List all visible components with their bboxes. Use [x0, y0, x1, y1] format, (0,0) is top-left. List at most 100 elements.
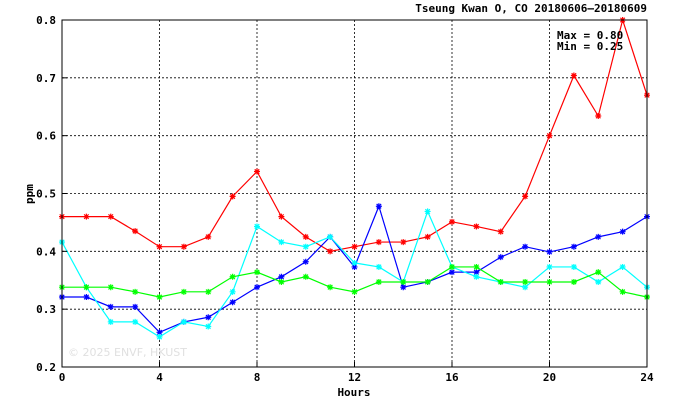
chart-title: Tseung Kwan O, CO 20180606–20180609: [415, 2, 647, 15]
data-point: [205, 288, 212, 295]
series-3: [59, 263, 650, 301]
data-point: [302, 258, 309, 265]
data-point: [156, 333, 163, 340]
data-point: [546, 278, 553, 285]
tick-labels: 0 4 8 12 16 20 24 0.2 0.3 0.4 0.5 0.6 0.7 0.8: [36, 14, 654, 384]
data-point: [570, 263, 577, 270]
data-point: [156, 294, 163, 301]
data-point: [522, 284, 529, 291]
data-point: [424, 208, 431, 215]
data-point: [107, 318, 114, 325]
data-point: [156, 243, 163, 250]
y-tick-label: 0.3: [36, 303, 56, 316]
data-point: [375, 263, 382, 270]
series-0: [59, 17, 650, 255]
x-tick-label: 12: [348, 371, 361, 384]
watermark: © 2025 ENVF, HKUST: [68, 346, 187, 359]
data-point: [595, 233, 602, 240]
y-tick-label: 0.8: [36, 14, 56, 27]
data-point: [449, 269, 455, 276]
series-1: [59, 203, 650, 336]
data-point: [132, 228, 139, 235]
data-point: [180, 243, 187, 250]
data-point: [546, 248, 553, 255]
data-point: [205, 323, 212, 330]
data-point: [619, 288, 626, 295]
data-point: [229, 193, 236, 200]
data-point: [132, 318, 139, 325]
data-point: [546, 132, 553, 139]
data-point: [449, 218, 455, 225]
data-point: [83, 294, 90, 301]
x-tick-label: 24: [640, 371, 654, 384]
data-point: [180, 318, 187, 325]
data-point: [254, 269, 260, 276]
data-point: [351, 263, 358, 270]
data-point: [180, 288, 187, 295]
data-point: [156, 329, 163, 336]
data-point: [132, 303, 139, 310]
data-point: [473, 269, 480, 276]
data-point: [449, 263, 455, 270]
data-point: [497, 278, 504, 285]
data-point: [107, 213, 114, 220]
x-tick-label: 16: [445, 371, 459, 384]
data-point: [351, 288, 358, 295]
data-point: [424, 278, 431, 285]
x-axis-label: Hours: [337, 386, 370, 399]
data-point: [619, 228, 626, 235]
max-annotation: Max = 0.80: [557, 29, 623, 42]
data-point: [497, 254, 504, 261]
data-point: [595, 113, 602, 120]
y-tick-label: 0.4: [36, 245, 56, 258]
data-point: [522, 243, 529, 250]
x-tick-label: 4: [156, 371, 163, 384]
data-point: [546, 263, 553, 270]
data-point: [595, 278, 602, 285]
y-axis-label: ppm: [23, 184, 36, 204]
data-point: [473, 263, 480, 270]
data-point: [278, 239, 285, 246]
data-point: [327, 284, 334, 291]
data-point: [570, 278, 577, 285]
data-point: [229, 299, 236, 306]
data-point: [375, 239, 382, 246]
x-tick-label: 20: [543, 371, 556, 384]
data-point: [473, 223, 480, 230]
data-point: [351, 259, 358, 266]
series-group: [59, 17, 650, 340]
y-tick-label: 0.6: [36, 130, 56, 143]
data-point: [619, 263, 626, 270]
data-point: [595, 269, 602, 276]
y-tick-label: 0.2: [36, 361, 56, 374]
data-point: [400, 284, 407, 291]
data-point: [375, 278, 382, 285]
data-point: [132, 288, 139, 295]
data-point: [522, 278, 529, 285]
data-point: [229, 288, 236, 295]
data-point: [497, 228, 504, 235]
y-tick-label: 0.7: [36, 72, 56, 85]
data-point: [278, 213, 285, 220]
data-point: [424, 233, 431, 240]
y-tick-label: 0.5: [36, 188, 56, 201]
data-point: [327, 248, 334, 255]
data-point: [254, 284, 260, 291]
data-point: [107, 284, 114, 291]
data-point: [522, 193, 529, 200]
data-point: [254, 223, 260, 230]
data-point: [570, 243, 577, 250]
series-line: [61, 209, 648, 338]
grid-lines: [62, 20, 647, 367]
data-point: [400, 278, 407, 285]
data-point: [205, 314, 212, 321]
x-tick-label: 0: [59, 371, 66, 384]
data-point: [473, 273, 480, 280]
data-point: [400, 239, 407, 246]
data-point: [83, 284, 90, 291]
min-annotation: Min = 0.25: [557, 40, 623, 53]
data-point: [327, 233, 334, 240]
data-point: [229, 273, 236, 280]
data-point: [375, 203, 382, 210]
